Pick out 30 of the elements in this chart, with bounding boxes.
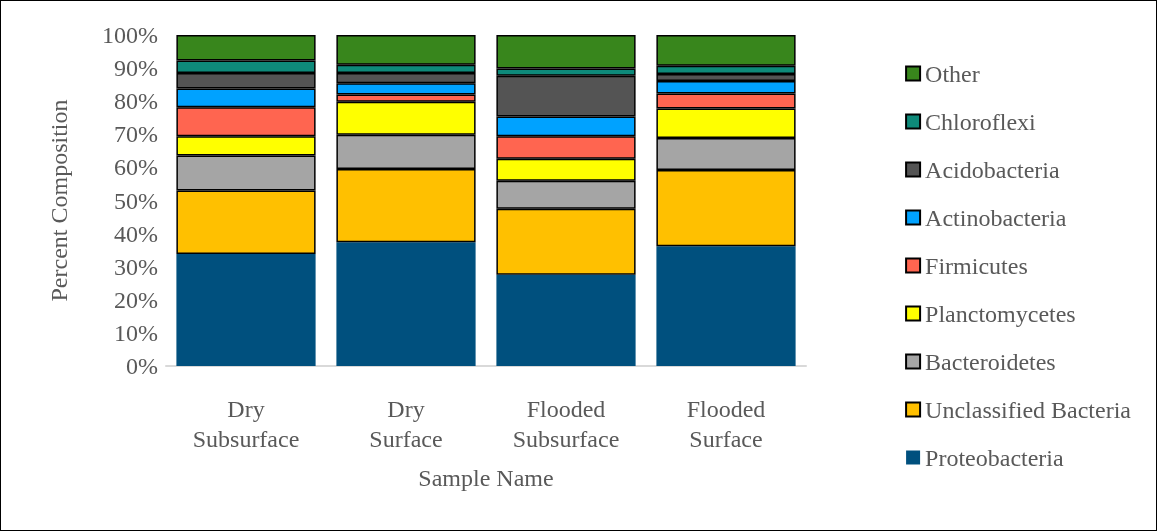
y-axis-title: Percent Composition [46, 99, 72, 302]
y-tick-label: 20% [114, 286, 158, 313]
y-tick-label: 40% [114, 220, 158, 247]
y-tick-label: 50% [114, 187, 158, 214]
y-tick-label: 100% [102, 22, 158, 48]
y-tick-label: 0% [126, 353, 158, 379]
y-tick-label: 30% [114, 253, 158, 280]
bar [176, 254, 316, 366]
x-tick-label: Flooded Surface [686, 396, 766, 452]
legend-label: Acidobacteria [925, 156, 1061, 183]
legend-label: Unclassified Bacteria [925, 396, 1132, 423]
legend-label: Chloroflexi [925, 108, 1037, 135]
y-tick-label: 80% [114, 88, 158, 115]
legend-label: Proteobacteria [925, 444, 1065, 471]
y-tick-label: 60% [114, 154, 158, 181]
legend-label: Actinobacteria [925, 204, 1067, 231]
legend-label: Bacteroidetes [925, 348, 1056, 375]
x-tick-label: Flooded Subsurface [512, 396, 620, 452]
bar [656, 246, 796, 366]
x-tick-label: Dry Subsurface [192, 396, 300, 452]
y-tick-label: 70% [114, 121, 158, 148]
bar [336, 242, 476, 366]
x-axis-title: Sample Name [418, 465, 554, 491]
x-tick-label: Dry Surface [369, 396, 443, 452]
y-tick-label: 90% [114, 55, 158, 82]
y-tick-label: 10% [114, 319, 158, 346]
legend-label: Firmicutes [925, 252, 1028, 279]
bar [496, 274, 636, 366]
legend-label: Other [925, 60, 980, 87]
legend-label: Planctomycetes [925, 300, 1076, 327]
